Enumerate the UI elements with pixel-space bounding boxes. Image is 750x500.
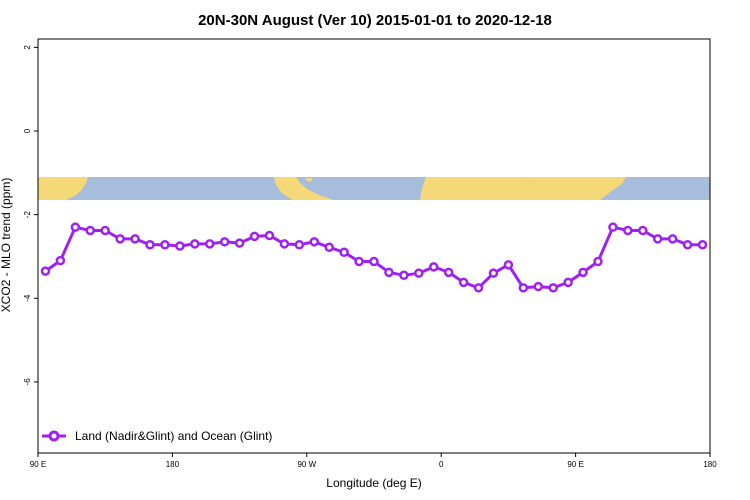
data-point [414, 268, 424, 278]
y-tick-label: 0 [23, 128, 32, 133]
data-point [369, 256, 379, 267]
x-tick-label: 90 E [30, 460, 46, 469]
legend-label: Land (Nadir&Glint) and Ocean (Glint) [75, 429, 272, 443]
data-point [443, 267, 454, 278]
data-point [115, 234, 125, 244]
data-point [638, 225, 648, 236]
y-axis-label: XCO2 - MLO trend (ppm) [0, 178, 13, 313]
data-point [145, 239, 155, 250]
x-tick-label: 0 [439, 460, 444, 469]
data-point [309, 237, 320, 247]
legend-marker [48, 430, 60, 442]
data-point [578, 267, 588, 278]
data-point [219, 237, 230, 247]
data-point [100, 225, 110, 236]
data-point [339, 247, 349, 258]
data-point [234, 238, 245, 248]
data-point [608, 222, 618, 232]
world-map-strip [38, 177, 710, 200]
map-land-1 [274, 177, 334, 200]
data-point [130, 234, 140, 244]
x-tick-label: 90 E [567, 460, 583, 469]
x-tick-label: 180 [703, 460, 717, 469]
data-point [264, 230, 275, 241]
data-point [384, 267, 394, 278]
y-tick-label: -6 [23, 378, 32, 386]
data-point [294, 239, 305, 250]
plot-frame [37, 38, 711, 454]
data-point [40, 266, 51, 276]
data-point [324, 242, 334, 253]
axis-ticks: 90 E 180 90 W 0 90 E 180 2 0 -2 -4 -6 [23, 45, 717, 469]
data-point [533, 281, 544, 292]
data-point [458, 277, 469, 288]
chart-title: 20N-30N August (Ver 10) 2015-01-01 to 20… [198, 12, 552, 29]
data-point [399, 270, 409, 281]
data-point [488, 268, 499, 278]
x-axis-label: Longitude (deg E) [326, 476, 421, 490]
data-point [428, 262, 439, 272]
y-tick-label: -2 [23, 211, 32, 219]
data-point [518, 283, 529, 293]
data-point [279, 239, 290, 249]
data-point [503, 260, 514, 270]
data-point [473, 283, 484, 293]
data-point [85, 225, 96, 236]
legend: Land (Nadir&Glint) and Ocean (Glint) [42, 429, 272, 443]
series-group [40, 222, 708, 293]
x-tick-label: 90 W [297, 460, 316, 469]
data-point [652, 234, 663, 244]
data-point [204, 239, 215, 249]
map-land-5 [532, 182, 538, 188]
data-point [623, 225, 633, 236]
map-land-4 [524, 179, 532, 190]
data-point [70, 222, 81, 232]
map-land-3 [420, 177, 626, 200]
data-point [190, 239, 200, 249]
data-point [697, 239, 708, 250]
data-point [682, 239, 693, 250]
data-point [563, 277, 573, 288]
x-tick-label: 180 [166, 460, 180, 469]
data-point [548, 283, 558, 293]
data-point [55, 255, 66, 266]
data-point [160, 239, 170, 250]
y-tick-label: -4 [23, 294, 32, 302]
data-point [175, 241, 185, 251]
data-point [593, 256, 603, 267]
data-point [249, 231, 260, 242]
y-tick-label: 2 [23, 45, 32, 50]
map-land-0 [38, 177, 88, 200]
data-point [354, 256, 364, 267]
map-land-2 [306, 178, 313, 182]
data-point [667, 234, 678, 244]
